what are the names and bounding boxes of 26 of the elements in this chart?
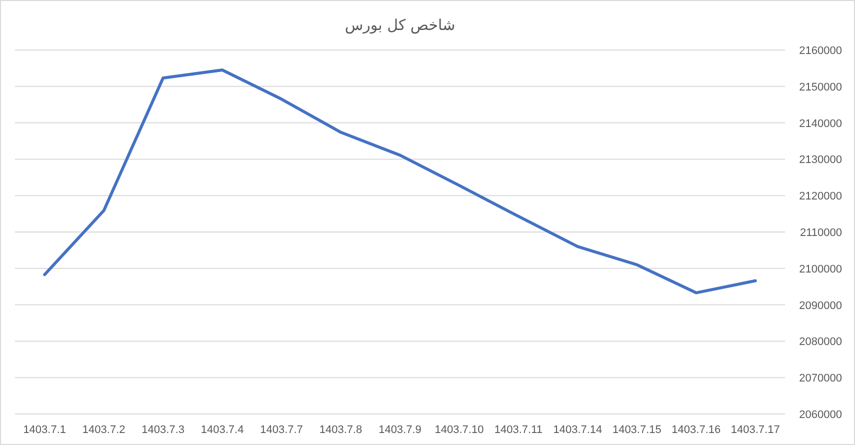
y-tick-label: 2070000 <box>799 372 842 385</box>
y-tick-label: 2140000 <box>799 118 842 130</box>
x-tick-label: 1403.7.3 <box>142 424 184 436</box>
y-tick-label: 2150000 <box>799 81 842 94</box>
line-series <box>43 68 757 294</box>
x-tick-label: 1403.7.10 <box>434 424 484 436</box>
y-tick-label: 2130000 <box>799 154 842 166</box>
x-tick-label: 1403.7.16 <box>672 424 721 436</box>
x-tick-label: 1403.7.8 <box>319 424 362 436</box>
y-tick-label: 2060000 <box>799 409 842 421</box>
x-tick-label: 1403.7.14 <box>553 424 602 436</box>
x-tick-label: 1403.7.4 <box>200 424 244 436</box>
y-tick-label: 2090000 <box>799 300 842 312</box>
y-tick-label: 2080000 <box>799 336 842 348</box>
x-tick-label: 1403.7.9 <box>378 424 422 436</box>
y-tick-label: 2120000 <box>799 190 842 203</box>
x-tick-label: 1403.7.2 <box>82 424 126 436</box>
x-tick-label: 1403.7.17 <box>730 424 780 436</box>
y-tick-label: 2160000 <box>799 45 842 57</box>
x-tick-label: 1403.7.11 <box>494 424 543 436</box>
y-tick-label: 2100000 <box>799 263 842 276</box>
x-tick-label: 1403.7.7 <box>260 424 303 436</box>
x-tick-label: 1403.7.1 <box>23 424 66 436</box>
y-tick-label: 2110000 <box>800 227 842 239</box>
chart-title: شاخص کل بورس <box>344 16 456 34</box>
x-tick-label: 1403.7.15 <box>612 424 662 436</box>
